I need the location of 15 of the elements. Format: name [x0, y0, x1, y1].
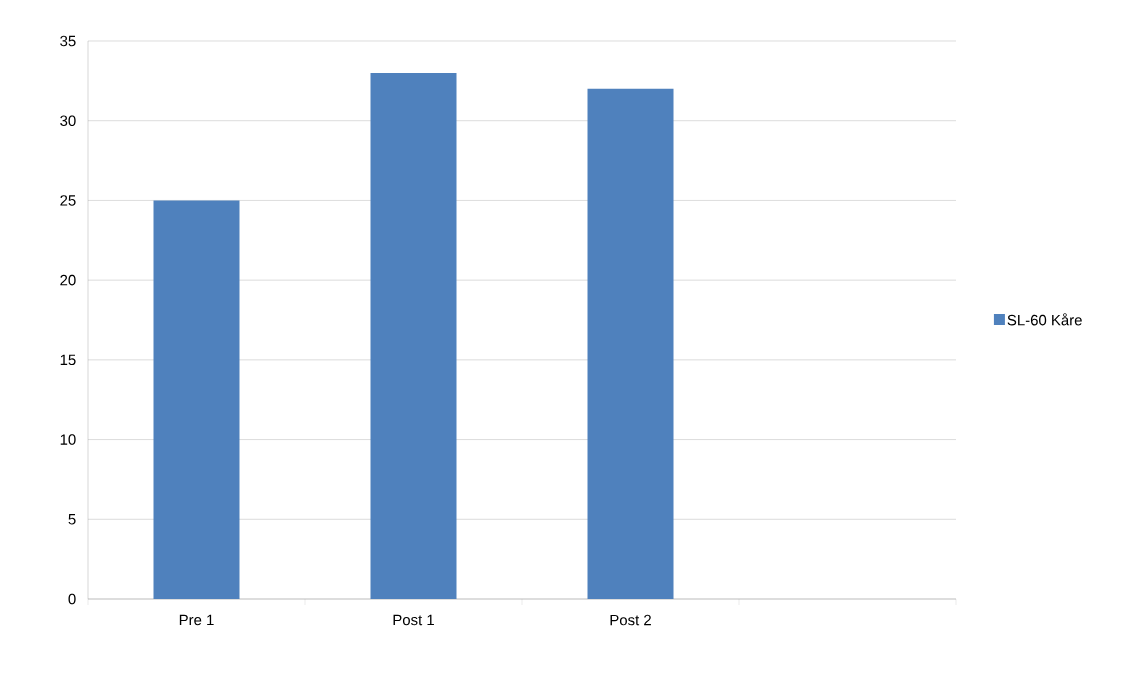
- x-tick-label: Post 1: [393, 614, 434, 626]
- y-tick-label: 5: [68, 514, 76, 525]
- y-tick-label: 30: [60, 115, 76, 126]
- legend-label: SL-60 Kåre: [1007, 313, 1082, 326]
- bar: [153, 200, 240, 599]
- y-tick-label: 35: [60, 35, 76, 47]
- y-tick-label: 10: [60, 434, 76, 445]
- x-tick-label: Pre 1: [179, 614, 214, 626]
- y-tick-label: 20: [60, 274, 76, 286]
- bar: [370, 72, 457, 599]
- bar: [587, 88, 674, 599]
- x-tick-label: Post 2: [610, 614, 651, 626]
- y-tick-label: 0: [68, 593, 76, 605]
- y-tick-label: 25: [60, 195, 76, 206]
- y-tick-label: 15: [60, 354, 76, 366]
